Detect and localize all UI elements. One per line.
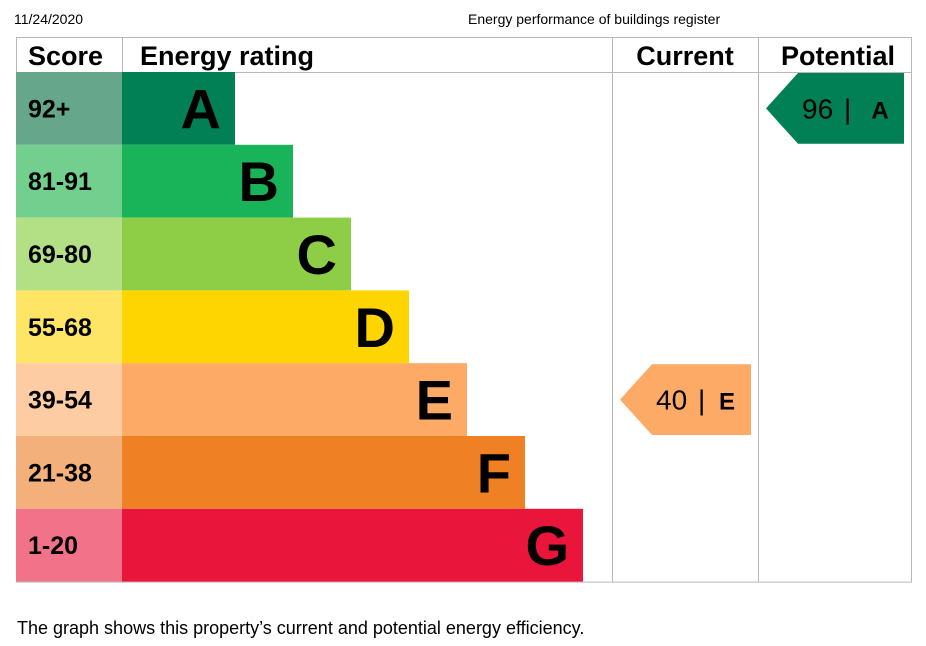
potential-rating-indicator-rating: A [871, 97, 888, 124]
rating-bar-g [122, 508, 583, 582]
score-range-f: 21-38 [28, 459, 92, 487]
current-rating-indicator-score: 40 [656, 385, 687, 416]
rating-bar-e [122, 363, 467, 436]
rating-letter-b: B [239, 150, 279, 213]
score-cell-c [16, 217, 122, 291]
energy-rating-chart: Score Energy rating Current Potential 92… [16, 37, 912, 583]
score-range-c: 69-80 [28, 241, 92, 269]
score-cell-a [16, 72, 122, 145]
header-title: Energy performance of buildings register [468, 11, 721, 27]
potential-rating-indicator-shape [766, 73, 904, 144]
potential-rating-indicator: 96 | A [766, 73, 904, 144]
score-cell-e [16, 363, 122, 436]
rating-bar-c [122, 217, 351, 291]
score-range-e: 39-54 [28, 387, 92, 415]
current-column-header: Current [636, 41, 734, 71]
current-rating-indicator-shape [620, 364, 751, 435]
rating-bar-f [122, 436, 525, 509]
score-cell-f [16, 436, 122, 509]
rating-bar-a [122, 72, 235, 145]
potential-rating-indicator-separator: | [844, 93, 851, 124]
potential-column-header: Potential [781, 41, 895, 71]
score-cell-d [16, 290, 122, 364]
potential-rating-indicator-score: 96 [802, 93, 833, 124]
rating-letter-g: G [525, 514, 569, 577]
current-rating-indicator-rating: E [719, 389, 735, 416]
score-range-a: 92+ [28, 95, 70, 123]
score-cell-b [16, 144, 122, 218]
rating-letter-c: C [297, 223, 337, 286]
score-range-d: 55-68 [28, 314, 92, 342]
energy-rating-column-header: Energy rating [140, 41, 314, 71]
rating-bar-b [122, 144, 293, 218]
rating-letter-d: D [355, 296, 395, 359]
score-column-header: Score [28, 41, 103, 71]
current-rating-indicator: 40 | E [620, 364, 751, 435]
rating-bar-d [122, 290, 409, 364]
rating-letter-e: E [416, 369, 453, 432]
rating-letter-f: F [477, 441, 511, 504]
score-range-b: 81-91 [28, 168, 92, 196]
current-rating-indicator-separator: | [698, 385, 705, 416]
header-date: 11/24/2020 [14, 11, 84, 27]
score-range-g: 1-20 [28, 532, 78, 560]
score-cell-g [16, 508, 122, 582]
rating-letter-a: A [181, 77, 221, 140]
chart-caption: The graph shows this property’s current … [17, 618, 585, 638]
